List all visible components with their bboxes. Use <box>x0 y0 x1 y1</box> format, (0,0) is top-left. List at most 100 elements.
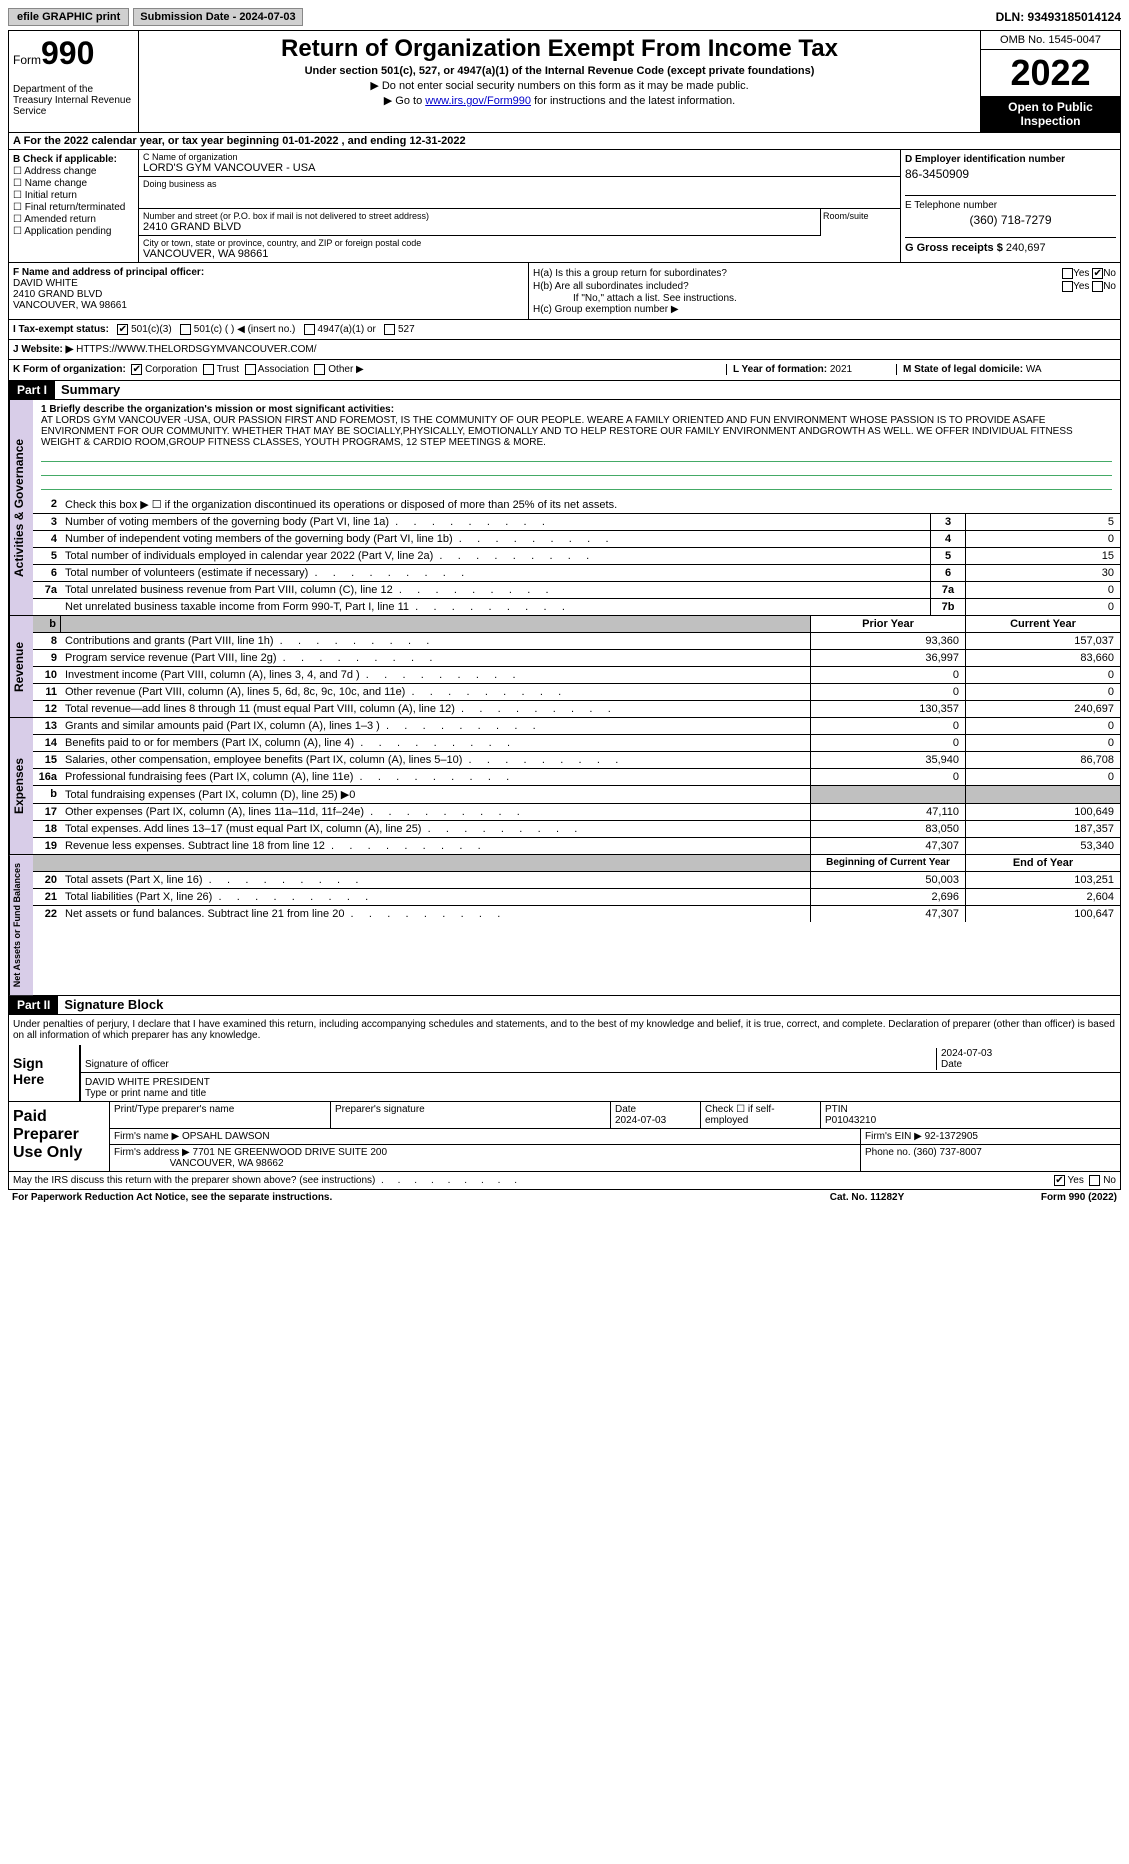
line1-label: 1 Briefly describe the organization's mi… <box>41 404 394 415</box>
chk-application-pending[interactable]: ☐ Application pending <box>13 226 134 237</box>
hb-label: H(b) Are all subordinates included? <box>533 281 689 292</box>
sign-here-label: Sign Here <box>9 1045 79 1101</box>
city-value: VANCOUVER, WA 98661 <box>143 248 896 260</box>
table-row: 12Total revenue—add lines 8 through 11 (… <box>33 701 1120 717</box>
hdr-beginning: Beginning of Current Year <box>810 855 965 871</box>
room-suite: Room/suite <box>820 209 900 236</box>
discuss-no[interactable] <box>1089 1175 1100 1186</box>
firm-name-label: Firm's name ▶ <box>114 1131 179 1142</box>
table-row: 22Net assets or fund balances. Subtract … <box>33 906 1120 922</box>
chk-initial-return[interactable]: ☐ Initial return <box>13 190 134 201</box>
chk-501c3[interactable] <box>117 324 128 335</box>
form-footer: Form 990 (2022) <box>967 1192 1117 1203</box>
table-row: 21Total liabilities (Part X, line 26)2,6… <box>33 889 1120 906</box>
table-row: 17Other expenses (Part IX, column (A), l… <box>33 804 1120 821</box>
efile-button[interactable]: efile GRAPHIC print <box>8 8 129 26</box>
website-value[interactable]: HTTPS://WWW.THELORDSGYMVANCOUVER.COM/ <box>76 344 316 355</box>
org-name: LORD'S GYM VANCOUVER - USA <box>143 162 896 174</box>
firm-addr-label: Firm's address ▶ <box>114 1147 190 1158</box>
table-row: 16aProfessional fundraising fees (Part I… <box>33 769 1120 786</box>
section-a: A For the 2022 calendar year, or tax yea… <box>8 133 1121 150</box>
gross-receipts-value: 240,697 <box>1006 242 1046 254</box>
hdr-prior-year: Prior Year <box>810 616 965 632</box>
hb-yes[interactable] <box>1062 281 1073 292</box>
tax-year: 2022 <box>981 50 1120 96</box>
table-row: 5Total number of individuals employed in… <box>33 548 1120 565</box>
col-b: B Check if applicable: ☐ Address change … <box>9 150 139 262</box>
officer-street: 2410 GRAND BLVD <box>13 289 102 300</box>
table-row: 7aTotal unrelated business revenue from … <box>33 582 1120 599</box>
form-label: Form <box>13 53 41 67</box>
discuss-label: May the IRS discuss this return with the… <box>13 1175 1054 1186</box>
hdr-end: End of Year <box>965 855 1120 871</box>
check-self-employed[interactable]: Check ☐ if self-employed <box>700 1102 820 1128</box>
chk-corp[interactable] <box>131 364 142 375</box>
table-row: Net unrelated business taxable income fr… <box>33 599 1120 615</box>
table-row: 9Program service revenue (Part VIII, lin… <box>33 650 1120 667</box>
chk-other[interactable] <box>314 364 325 375</box>
city-label: City or town, state or province, country… <box>143 238 896 248</box>
line2-text: Check this box ▶ ☐ if the organization d… <box>61 496 1120 513</box>
firm-name-value: OPSAHL DAWSON <box>182 1131 270 1142</box>
irs-link[interactable]: www.irs.gov/Form990 <box>425 95 531 107</box>
phone-value: (360) 718-7279 <box>905 213 1116 227</box>
print-name-label: Print/Type preparer's name <box>110 1102 330 1128</box>
dln: DLN: 93493185014124 <box>996 10 1121 24</box>
chk-527[interactable] <box>384 324 395 335</box>
note-goto-pre: ▶ Go to <box>384 95 425 107</box>
part1-title: Summary <box>55 382 120 397</box>
firm-ein-value: 92-1372905 <box>925 1131 978 1142</box>
year-formation-value: 2021 <box>830 364 852 375</box>
table-row: 14Benefits paid to or for members (Part … <box>33 735 1120 752</box>
chk-501c[interactable] <box>180 324 191 335</box>
table-row: 13Grants and similar amounts paid (Part … <box>33 718 1120 735</box>
chk-name-change[interactable]: ☐ Name change <box>13 178 134 189</box>
gross-receipts-label: G Gross receipts $ <box>905 242 1003 254</box>
chk-address-change[interactable]: ☐ Address change <box>13 166 134 177</box>
chk-trust[interactable] <box>203 364 214 375</box>
ha-label: H(a) Is this a group return for subordin… <box>533 268 727 279</box>
form-org-label: K Form of organization: <box>13 365 126 376</box>
paid-date-label: Date <box>615 1104 636 1115</box>
state-domicile-label: M State of legal domicile: <box>903 364 1023 375</box>
sig-date-value: 2024-07-03 <box>941 1048 992 1059</box>
chk-final-return[interactable]: ☐ Final return/terminated <box>13 202 134 213</box>
cat-no: Cat. No. 11282Y <box>767 1192 967 1203</box>
dept-label: Department of the Treasury Internal Reve… <box>13 84 134 117</box>
table-row: bTotal fundraising expenses (Part IX, co… <box>33 786 1120 804</box>
prep-sig-label: Preparer's signature <box>330 1102 610 1128</box>
signature-declaration: Under penalties of perjury, I declare th… <box>9 1015 1120 1045</box>
discuss-yes[interactable] <box>1054 1175 1065 1186</box>
officer-label: F Name and address of principal officer: <box>13 267 204 278</box>
chk-4947[interactable] <box>304 324 315 335</box>
year-formation-label: L Year of formation: <box>733 364 827 375</box>
sig-date-label: Date <box>941 1059 962 1070</box>
note-goto-post: for instructions and the latest informat… <box>531 95 735 107</box>
col-b-header: B Check if applicable: <box>13 154 134 165</box>
vtab-activities: Activities & Governance <box>9 400 33 615</box>
form-number: 990 <box>41 35 94 71</box>
note-ssn: ▶ Do not enter social security numbers o… <box>149 79 970 92</box>
firm-addr-value1: 7701 NE GREENWOOD DRIVE SUITE 200 <box>193 1147 388 1158</box>
paid-phone-label: Phone no. <box>865 1147 911 1158</box>
table-row: 10Investment income (Part VIII, column (… <box>33 667 1120 684</box>
ha-yes[interactable] <box>1062 268 1073 279</box>
hb-no[interactable] <box>1092 281 1103 292</box>
section-a-text: A For the 2022 calendar year, or tax yea… <box>13 135 466 147</box>
table-row: 18Total expenses. Add lines 13–17 (must … <box>33 821 1120 838</box>
submission-date: Submission Date - 2024-07-03 <box>133 8 302 26</box>
table-row: 8Contributions and grants (Part VIII, li… <box>33 633 1120 650</box>
table-row: 3Number of voting members of the governi… <box>33 514 1120 531</box>
vtab-netassets: Net Assets or Fund Balances <box>9 855 33 995</box>
chk-amended[interactable]: ☐ Amended return <box>13 214 134 225</box>
phone-label: E Telephone number <box>905 200 1116 211</box>
part1-header: Part I <box>9 381 55 399</box>
hc-label: H(c) Group exemption number ▶ <box>533 304 1116 315</box>
table-row: 6Total number of volunteers (estimate if… <box>33 565 1120 582</box>
ha-no[interactable] <box>1092 268 1103 279</box>
form-subtitle: Under section 501(c), 527, or 4947(a)(1)… <box>149 65 970 77</box>
paid-date-value: 2024-07-03 <box>615 1115 666 1126</box>
chk-assoc[interactable] <box>245 364 256 375</box>
org-name-label: C Name of organization <box>143 152 896 162</box>
part2-title: Signature Block <box>58 997 163 1012</box>
